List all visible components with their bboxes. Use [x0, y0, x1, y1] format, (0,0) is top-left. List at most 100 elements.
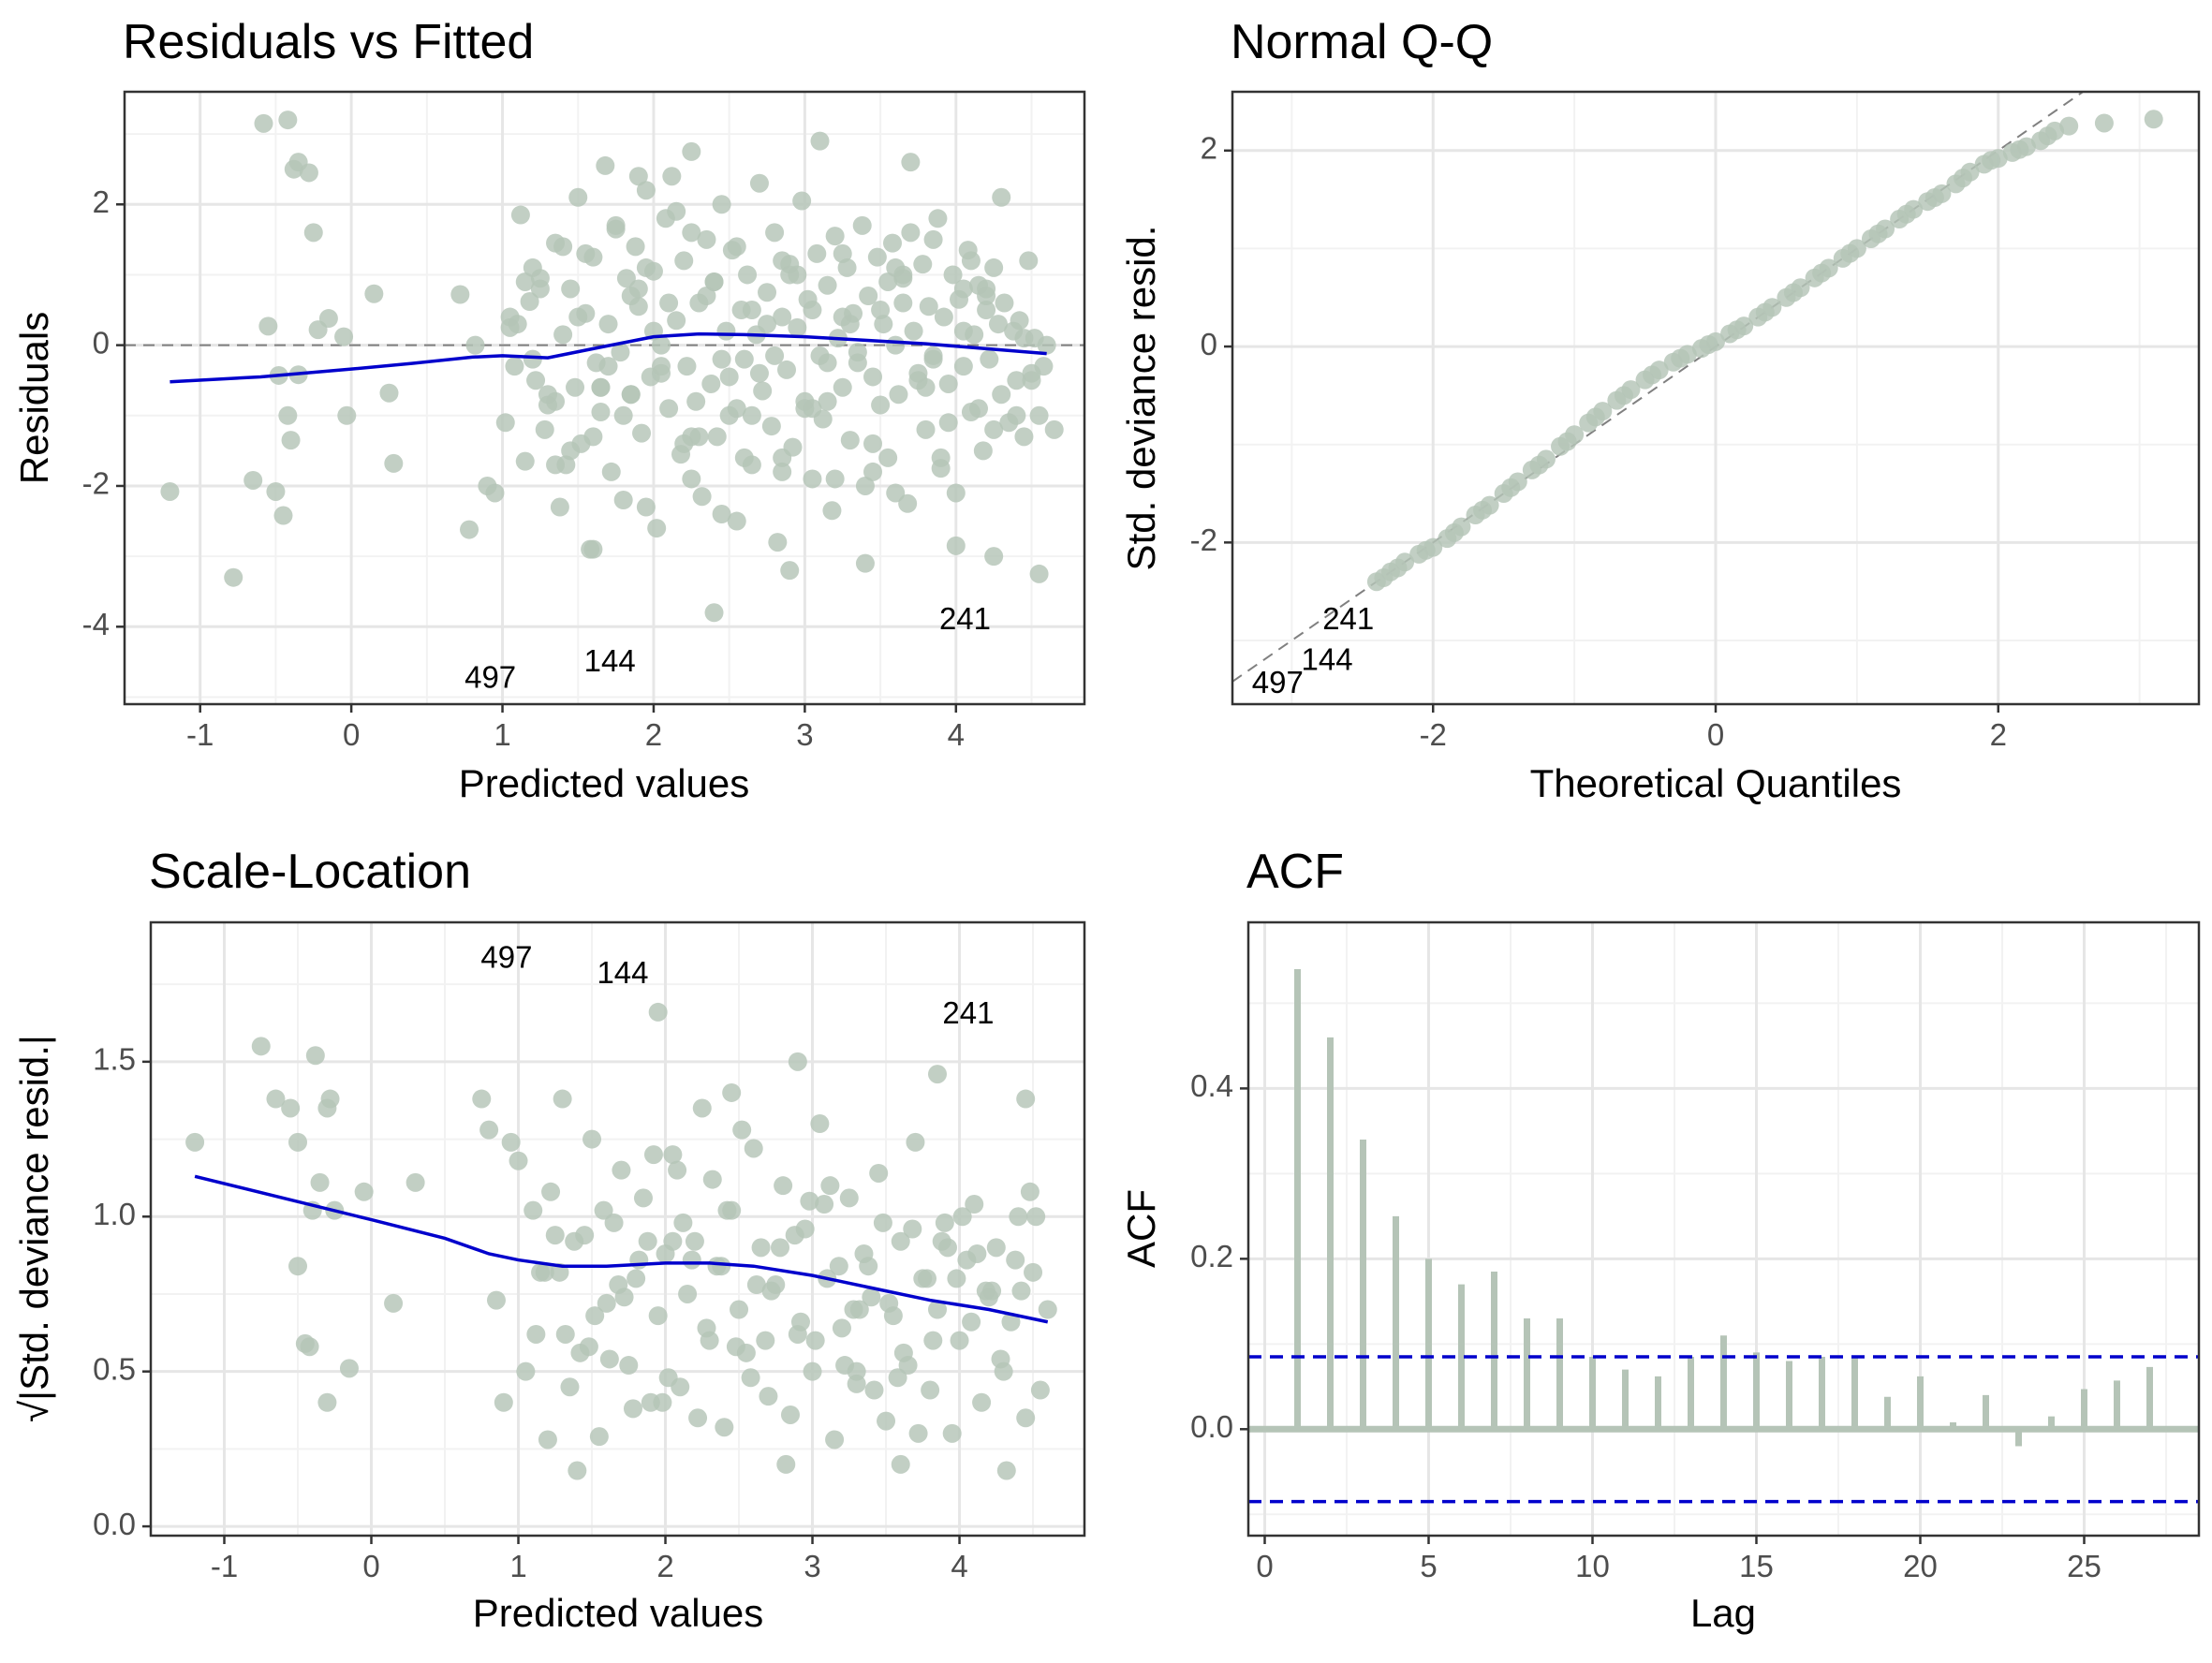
data-point: [460, 520, 479, 539]
data-point: [732, 1120, 752, 1140]
data-point: [1001, 1312, 1021, 1332]
data-point: [254, 113, 273, 133]
point-label: 144: [597, 955, 648, 990]
data-point: [599, 1349, 619, 1369]
data-point: [339, 1359, 359, 1378]
data-point: [919, 297, 938, 316]
data-point: [667, 201, 686, 221]
data-point: [969, 399, 989, 419]
data-point: [2059, 116, 2079, 136]
data-point: [878, 448, 898, 467]
data-point: [659, 293, 679, 313]
data-point: [893, 293, 913, 313]
data-point: [773, 462, 792, 481]
data-point: [406, 1172, 425, 1192]
data-point: [674, 251, 694, 271]
data-point: [273, 506, 293, 525]
data-point: [288, 1132, 308, 1152]
data-point: [288, 1257, 308, 1276]
data-point: [780, 1405, 800, 1424]
data-point: [918, 1269, 937, 1288]
data-point: [923, 1331, 943, 1350]
data-point: [931, 448, 951, 467]
data-point: [965, 1195, 984, 1214]
data-point: [591, 403, 611, 422]
data-point: [568, 1461, 587, 1480]
data-point: [988, 315, 1008, 334]
data-point: [450, 285, 470, 304]
data-point: [977, 279, 996, 299]
data-point: [820, 1176, 840, 1196]
data-point: [923, 349, 943, 369]
x-tick-label: 1: [494, 717, 510, 752]
data-point: [652, 357, 671, 376]
data-point: [627, 1269, 646, 1288]
data-point: [678, 1284, 698, 1303]
data-point: [751, 1238, 771, 1258]
y-tick-label: 2: [93, 184, 110, 219]
data-point: [886, 335, 906, 355]
data-point: [756, 1331, 775, 1350]
x-tick-label: 10: [1575, 1549, 1610, 1583]
data-point: [844, 1300, 863, 1319]
data-point: [803, 301, 822, 320]
data-point: [1755, 302, 1775, 322]
data-point: [780, 265, 800, 285]
data-point: [589, 1427, 609, 1447]
data-point: [597, 1293, 616, 1313]
data-point: [609, 1275, 628, 1295]
x-axis-title: Theoretical Quantiles: [1530, 761, 1902, 805]
data-point: [465, 335, 485, 355]
data-point: [741, 1368, 760, 1388]
data-point: [598, 357, 618, 376]
data-point: [749, 363, 769, 383]
data-point: [662, 167, 682, 186]
data-point: [1022, 371, 1041, 390]
data-point: [300, 1337, 319, 1357]
y-tick-label: 0.0: [93, 1507, 136, 1541]
data-point: [601, 462, 621, 481]
data-point: [629, 1250, 649, 1270]
data-point: [673, 1213, 693, 1232]
data-point: [550, 497, 569, 517]
data-point: [1416, 540, 1436, 560]
data-point: [972, 1392, 992, 1412]
x-tick-label: 25: [2067, 1549, 2101, 1583]
data-point: [707, 427, 727, 447]
data-point: [946, 483, 966, 503]
data-point: [855, 476, 875, 495]
data-point: [478, 476, 497, 495]
data-point: [833, 243, 852, 263]
data-point: [682, 427, 701, 447]
data-point: [553, 325, 573, 345]
data-point: [837, 258, 857, 277]
data-point: [832, 1318, 851, 1338]
data-point: [515, 451, 535, 471]
plot-background: [125, 92, 1084, 704]
data-point: [1029, 564, 1049, 583]
data-point: [952, 1207, 972, 1227]
panel-acf: 0 5 10 15 20 25 0.0 0.2 0.4 ACF Lag ACF: [1119, 845, 2201, 1635]
data-point: [805, 1331, 825, 1350]
data-point: [682, 1250, 701, 1270]
data-point: [515, 272, 535, 291]
data-point: [1038, 1300, 1057, 1319]
data-point: [938, 374, 958, 393]
data-point: [712, 1257, 731, 1276]
data-point: [727, 511, 746, 531]
data-point: [611, 343, 630, 362]
data-point: [524, 1200, 543, 1220]
data-point: [738, 265, 758, 285]
data-point: [758, 283, 777, 302]
data-point: [913, 255, 933, 274]
x-tick-label: -2: [1420, 717, 1447, 752]
data-point: [677, 357, 697, 376]
chart-title: ACF: [1246, 845, 1344, 899]
data-point: [901, 223, 921, 243]
data-point: [561, 441, 581, 461]
data-point: [773, 448, 792, 467]
data-point: [582, 1129, 602, 1149]
x-tick-label: 3: [796, 717, 813, 752]
